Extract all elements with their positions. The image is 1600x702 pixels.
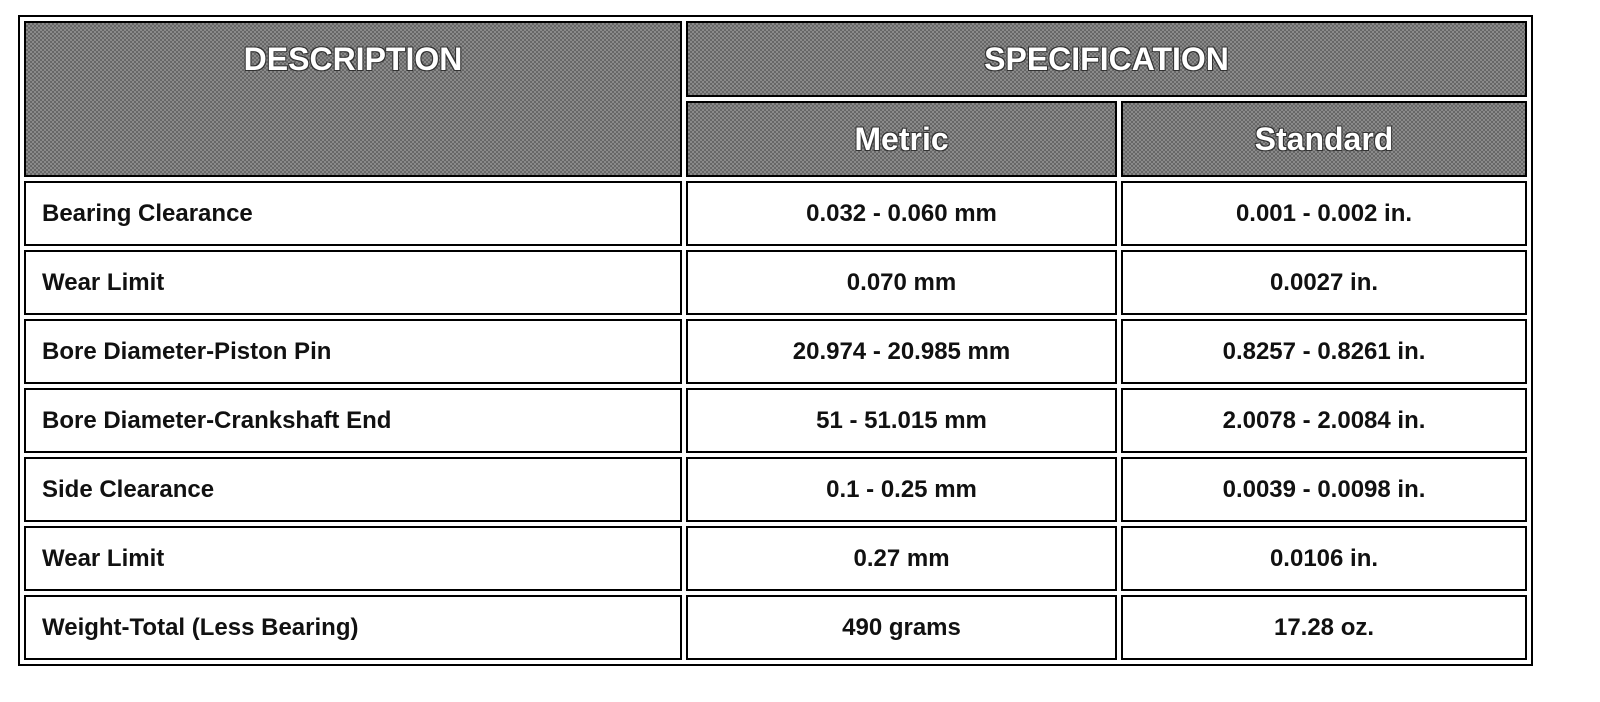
standard-cell: 0.0106 in.	[1121, 526, 1527, 591]
description-cell: Bore Diameter-Crankshaft End	[24, 388, 682, 453]
description-cell: Weight-Total (Less Bearing)	[24, 595, 682, 660]
specification-header: SPECIFICATION	[686, 21, 1527, 97]
spec-table: DESCRIPTION SPECIFICATION Metric Standar…	[18, 15, 1533, 666]
metric-cell: 0.1 - 0.25 mm	[686, 457, 1117, 522]
metric-cell: 0.27 mm	[686, 526, 1117, 591]
table-row: Side Clearance 0.1 - 0.25 mm 0.0039 - 0.00…	[24, 457, 1527, 522]
description-cell: Wear Limit	[24, 526, 682, 591]
description-cell: Wear Limit	[24, 250, 682, 315]
table-row: Wear Limit 0.070 mm 0.0027 in.	[24, 250, 1527, 315]
metric-cell: 0.032 - 0.060 mm	[686, 181, 1117, 246]
table-row: Wear Limit 0.27 mm 0.0106 in.	[24, 526, 1527, 591]
metric-header: Metric	[686, 101, 1117, 177]
standard-cell: 2.0078 - 2.0084 in.	[1121, 388, 1527, 453]
standard-cell: 0.0039 - 0.0098 in.	[1121, 457, 1527, 522]
metric-cell: 0.070 mm	[686, 250, 1117, 315]
table-row: Bearing Clearance 0.032 - 0.060 mm 0.001 -…	[24, 181, 1527, 246]
metric-cell: 20.974 - 20.985 mm	[686, 319, 1117, 384]
table-row: Weight-Total (Less Bearing) 490 grams 17.2…	[24, 595, 1527, 660]
standard-cell: 0.8257 - 0.8261 in.	[1121, 319, 1527, 384]
standard-cell: 17.28 oz.	[1121, 595, 1527, 660]
table-row: Bore Diameter-Piston Pin 20.974 - 20.985 …	[24, 319, 1527, 384]
table-body: Bearing Clearance 0.032 - 0.060 mm 0.001 -…	[24, 181, 1527, 660]
table-row: Bore Diameter-Crankshaft End 51 - 51.015 …	[24, 388, 1527, 453]
standard-cell: 0.001 - 0.002 in.	[1121, 181, 1527, 246]
metric-cell: 490 grams	[686, 595, 1117, 660]
description-cell: Side Clearance	[24, 457, 682, 522]
metric-cell: 51 - 51.015 mm	[686, 388, 1117, 453]
description-cell: Bearing Clearance	[24, 181, 682, 246]
standard-header: Standard	[1121, 101, 1527, 177]
description-cell: Bore Diameter-Piston Pin	[24, 319, 682, 384]
description-header: DESCRIPTION	[24, 21, 682, 177]
standard-cell: 0.0027 in.	[1121, 250, 1527, 315]
